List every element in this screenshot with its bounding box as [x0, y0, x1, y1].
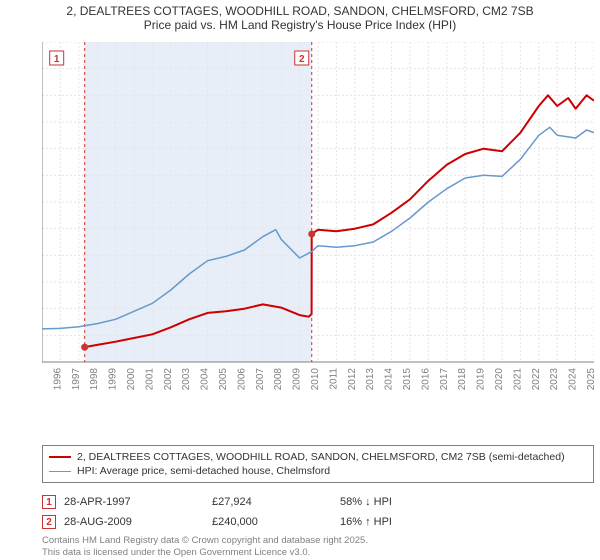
svg-text:2016: 2016	[420, 368, 431, 391]
sale-pct-2: 16% ↑ HPI	[340, 516, 460, 528]
svg-text:2007: 2007	[255, 368, 266, 391]
page-title: 2, DEALTREES COTTAGES, WOODHILL ROAD, SA…	[0, 0, 600, 18]
svg-text:1999: 1999	[108, 368, 119, 391]
sale-price-2: £240,000	[212, 516, 332, 528]
svg-text:2011: 2011	[328, 368, 339, 390]
sale-pct-1: 58% ↓ HPI	[340, 496, 460, 508]
legend-swatch-hpi	[49, 471, 71, 472]
price-chart: £0£50K£100K£150K£200K£250K£300K£350K£400…	[42, 42, 594, 398]
svg-text:2018: 2018	[457, 368, 468, 391]
footer-line-2: This data is licensed under the Open Gov…	[42, 547, 594, 558]
sale-price-1: £27,924	[212, 496, 332, 508]
svg-text:1996: 1996	[52, 368, 63, 391]
svg-text:2014: 2014	[384, 368, 395, 391]
svg-text:2009: 2009	[292, 368, 303, 391]
sale-row-2: 2 28-AUG-2009 £240,000 16% ↑ HPI	[42, 512, 594, 532]
svg-text:1: 1	[54, 54, 60, 65]
svg-text:2020: 2020	[494, 368, 505, 391]
page-subtitle: Price paid vs. HM Land Registry's House …	[0, 18, 600, 36]
svg-text:2006: 2006	[236, 368, 247, 391]
footer-line-1: Contains HM Land Registry data © Crown c…	[42, 535, 594, 546]
chart-svg: £0£50K£100K£150K£200K£250K£300K£350K£400…	[42, 42, 594, 398]
sale-date-2: 28-AUG-2009	[64, 516, 204, 528]
svg-text:2022: 2022	[531, 368, 542, 391]
svg-text:2025: 2025	[586, 368, 594, 391]
sales-table: 1 28-APR-1997 £27,924 58% ↓ HPI 2 28-AUG…	[42, 492, 594, 532]
svg-text:2000: 2000	[126, 368, 137, 391]
svg-text:1995: 1995	[42, 368, 45, 391]
footer: Contains HM Land Registry data © Crown c…	[42, 535, 594, 558]
svg-text:2023: 2023	[549, 368, 560, 391]
svg-text:2024: 2024	[568, 368, 579, 391]
svg-text:2005: 2005	[218, 368, 229, 391]
chart-legend: 2, DEALTREES COTTAGES, WOODHILL ROAD, SA…	[42, 445, 594, 483]
svg-text:2010: 2010	[310, 368, 321, 391]
sale-row-1: 1 28-APR-1997 £27,924 58% ↓ HPI	[42, 492, 594, 512]
svg-text:2002: 2002	[163, 368, 174, 391]
svg-text:2019: 2019	[476, 368, 487, 391]
legend-item-property: 2, DEALTREES COTTAGES, WOODHILL ROAD, SA…	[49, 450, 587, 464]
svg-text:2013: 2013	[365, 368, 376, 391]
legend-label-hpi: HPI: Average price, semi-detached house,…	[77, 465, 330, 477]
svg-text:2021: 2021	[512, 368, 523, 391]
legend-swatch-property	[49, 456, 71, 458]
svg-text:2015: 2015	[402, 368, 413, 391]
svg-text:2017: 2017	[439, 368, 450, 391]
legend-item-hpi: HPI: Average price, semi-detached house,…	[49, 464, 587, 478]
sale-date-1: 28-APR-1997	[64, 496, 204, 508]
sale-marker-1: 1	[42, 495, 56, 509]
svg-text:1998: 1998	[89, 368, 100, 391]
svg-text:2: 2	[299, 54, 305, 65]
svg-text:2003: 2003	[181, 368, 192, 391]
svg-text:1997: 1997	[71, 368, 82, 391]
svg-text:2001: 2001	[144, 368, 155, 391]
svg-text:2008: 2008	[273, 368, 284, 391]
svg-text:2012: 2012	[347, 368, 358, 391]
sale-marker-2: 2	[42, 515, 56, 529]
svg-text:2004: 2004	[200, 368, 211, 391]
legend-label-property: 2, DEALTREES COTTAGES, WOODHILL ROAD, SA…	[77, 451, 565, 463]
